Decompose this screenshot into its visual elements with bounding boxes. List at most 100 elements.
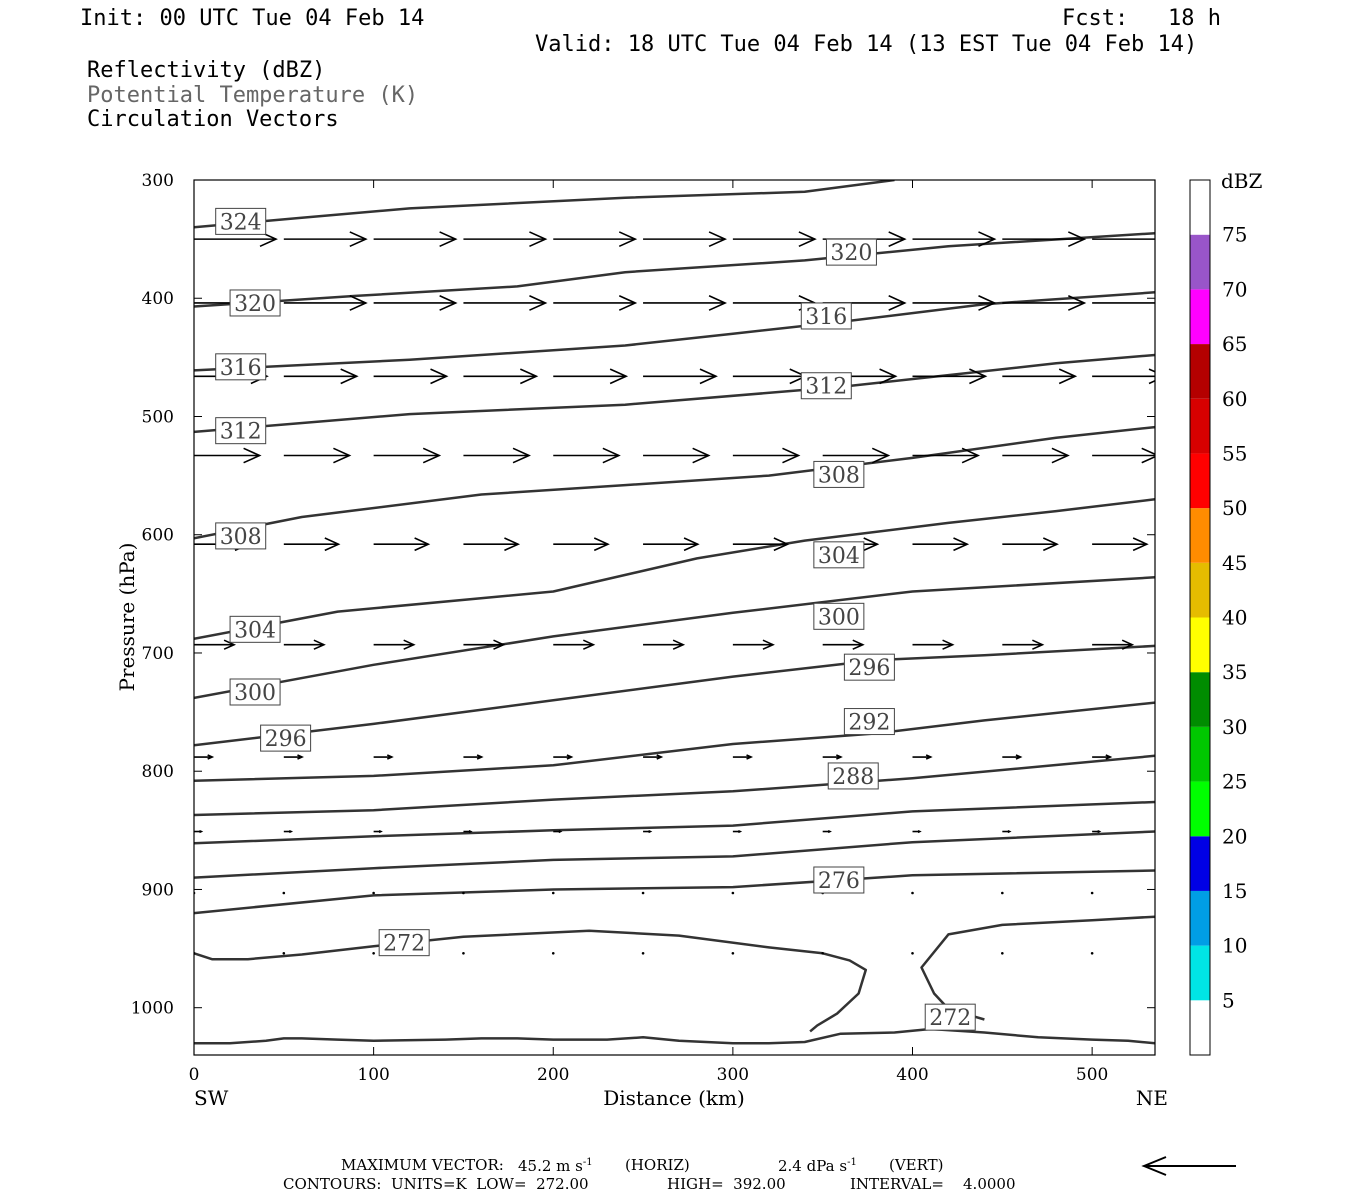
svg-text:320: 320 — [234, 292, 276, 317]
colorbar-segment — [1190, 836, 1210, 891]
circulation-vector — [912, 231, 997, 248]
circulation-vector — [821, 952, 824, 955]
colorbar-tick-label: 55 — [1222, 441, 1247, 465]
svg-text:308: 308 — [220, 525, 262, 550]
field-potential-temperature: Potential Temperature (K) — [87, 83, 419, 108]
circulation-vector — [463, 829, 473, 834]
isentrope-label: 296 — [260, 724, 312, 752]
isentrope-label: 304 — [813, 541, 865, 569]
circulation-vector — [822, 639, 865, 650]
y-tick-label: 900 — [142, 880, 174, 900]
isentrope-label: 312 — [215, 417, 267, 445]
isentrope-316 — [194, 291, 1155, 372]
init-time: Init: 00 UTC Tue 04 Feb 14 — [80, 6, 425, 31]
horiz-tag: (HORIZ) — [625, 1156, 690, 1174]
circulation-vector — [732, 829, 743, 834]
circulation-vector — [641, 952, 645, 955]
circulation-vector — [1092, 639, 1135, 650]
circulation-vector — [641, 891, 645, 895]
isentrope-280 — [194, 830, 1155, 879]
svg-text:292: 292 — [848, 711, 890, 736]
isentrope-label: 304 — [229, 615, 281, 643]
circulation-vector — [463, 447, 531, 464]
colorbar-segment — [1190, 672, 1210, 727]
circulation-vector — [643, 639, 686, 650]
isentrope-label: 316 — [800, 302, 852, 330]
circulation-vector — [1092, 447, 1155, 464]
y-tick-label: 1000 — [131, 999, 174, 1019]
isentrope-296 — [194, 644, 1155, 747]
isentrope-272 — [194, 929, 868, 1033]
circulation-vector — [553, 639, 596, 650]
circulation-vector — [372, 952, 375, 955]
svg-text:272: 272 — [383, 932, 425, 957]
colorbar-tick-label: 20 — [1222, 824, 1247, 848]
x-end-label-right: NE — [1136, 1086, 1168, 1110]
colorbar-segment — [1190, 453, 1210, 509]
svg-text:308: 308 — [818, 463, 860, 488]
isentrope-label: 300 — [229, 678, 281, 706]
circulation-vector — [373, 537, 431, 552]
circulation-vector — [1092, 302, 1155, 304]
circulation-vector — [463, 231, 548, 248]
circulation-vector — [1002, 447, 1070, 464]
colorbar-segment — [1190, 726, 1210, 782]
circulation-vector — [551, 891, 555, 895]
colorbar-segment — [1190, 890, 1210, 946]
circulation-vector — [1002, 829, 1012, 834]
circulation-vector — [553, 537, 610, 552]
isentrope-320 — [194, 231, 1155, 308]
x-tick-label: 200 — [537, 1065, 569, 1085]
colorbar-tick-label: 60 — [1222, 387, 1247, 411]
colorbar-frame — [1189, 179, 1211, 1056]
colorbar-segment — [1190, 562, 1210, 618]
svg-text:296: 296 — [848, 656, 890, 681]
svg-text:316: 316 — [220, 356, 262, 381]
circulation-vector — [643, 537, 700, 552]
reference-vector-arrow — [1141, 1156, 1236, 1176]
circulation-vector — [1092, 537, 1149, 552]
x-tick-label: 100 — [357, 1065, 389, 1085]
circulation-vector — [1090, 891, 1094, 895]
colorbar-segment — [1190, 289, 1210, 345]
circulation-vector — [553, 829, 563, 834]
circulation-vector — [1002, 295, 1087, 311]
circulation-vector — [732, 447, 801, 464]
isentrope-300 — [194, 576, 1155, 700]
colorbar-tick-label: 30 — [1222, 715, 1247, 739]
svg-text:312: 312 — [805, 375, 847, 400]
circulation-vector — [643, 231, 728, 248]
circulation-vector — [373, 231, 458, 248]
circulation-vector — [551, 952, 555, 955]
circulation-vector — [372, 891, 375, 895]
colorbar-segment — [1190, 344, 1210, 399]
circulation-vector — [1002, 754, 1023, 760]
circulation-vector — [553, 368, 629, 385]
colorbar-tick-label: 10 — [1222, 934, 1247, 958]
svg-text:316: 316 — [805, 305, 847, 330]
circulation-vector — [1001, 952, 1004, 955]
circulation-vector — [643, 368, 718, 385]
x-end-label-left: SW — [194, 1086, 229, 1110]
circulation-vector — [822, 829, 832, 834]
x-tick-label: 300 — [717, 1065, 749, 1085]
circulation-vector — [731, 952, 735, 955]
isentrope-label: 308 — [813, 460, 865, 488]
colorbar-tick-label: 45 — [1222, 551, 1247, 575]
isentrope-label: 316 — [215, 353, 267, 381]
circulation-vector — [1001, 891, 1004, 895]
isentrope-label: 308 — [215, 522, 267, 550]
circulation-vector — [822, 754, 843, 760]
isentrope-label: 272 — [924, 1003, 976, 1031]
isentrope-304 — [194, 498, 1155, 641]
plot-frame — [193, 179, 1156, 1056]
circulation-vector — [194, 754, 215, 760]
colorbar-segment — [1190, 508, 1210, 563]
y-tick-label: 700 — [142, 644, 174, 664]
svg-text:304: 304 — [234, 618, 276, 643]
circulation-vector — [822, 447, 891, 464]
circulation-vector — [553, 295, 638, 311]
circulation-vector — [912, 829, 922, 834]
circulation-vector — [194, 829, 204, 834]
